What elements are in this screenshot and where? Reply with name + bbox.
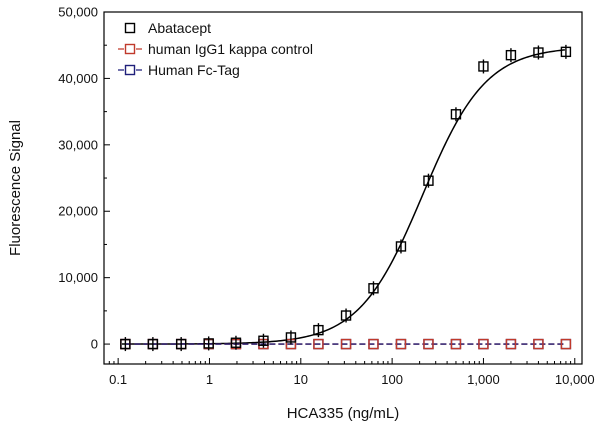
data-point-1 bbox=[533, 338, 544, 350]
data-point-1 bbox=[478, 338, 489, 350]
abatacept-fit-curve bbox=[121, 49, 565, 345]
y-tick-label: 0 bbox=[91, 337, 98, 352]
data-point-1 bbox=[450, 338, 462, 350]
x-tick-label: 100 bbox=[381, 372, 403, 387]
legend-label-1: human IgG1 kappa control bbox=[148, 41, 313, 57]
data-point-1 bbox=[368, 338, 379, 350]
legend-label-0: Abatacept bbox=[148, 20, 211, 36]
x-tick-label: 0.1 bbox=[109, 372, 127, 387]
data-point-1 bbox=[560, 338, 572, 350]
legend-marker-0 bbox=[124, 22, 136, 34]
data-point-1 bbox=[313, 338, 324, 350]
y-tick-label: 30,000 bbox=[58, 137, 98, 152]
y-tick-label: 40,000 bbox=[58, 71, 98, 86]
data-point-1 bbox=[340, 338, 352, 350]
legend-marker-2 bbox=[124, 64, 136, 76]
y-tick-label: 50,000 bbox=[58, 5, 98, 20]
plot-frame bbox=[103, 11, 583, 365]
data-point-1 bbox=[395, 338, 407, 350]
x-axis-title: HCA335 (ng/mL) bbox=[287, 405, 400, 422]
legend-marker-1 bbox=[124, 43, 136, 55]
y-axis-title: Fluorescence Signal bbox=[7, 120, 24, 256]
y-tick-label: 20,000 bbox=[58, 204, 98, 219]
x-tick-label: 10 bbox=[294, 372, 308, 387]
x-tick-label: 1,000 bbox=[467, 372, 500, 387]
x-tick-label: 1 bbox=[206, 372, 213, 387]
legend-label-2: Human Fc-Tag bbox=[148, 62, 240, 78]
y-tick-label: 10,000 bbox=[58, 270, 98, 285]
data-point-1 bbox=[505, 338, 517, 350]
x-tick-label: 10,000 bbox=[555, 372, 595, 387]
data-point-1 bbox=[423, 338, 434, 350]
